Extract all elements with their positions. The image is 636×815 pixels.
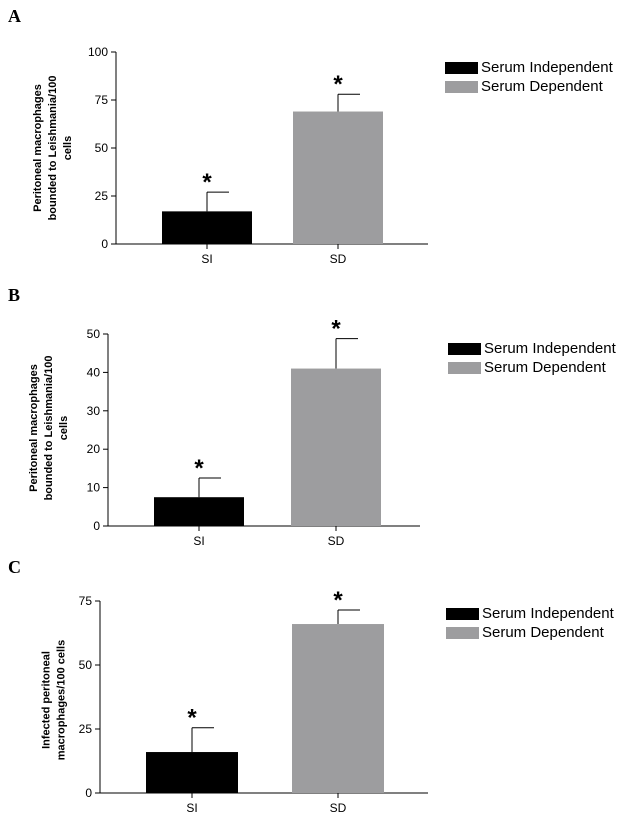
y-axis-label-line: macrophages/100 cells bbox=[56, 640, 68, 760]
y-axis-label-line: Peritoneal macrophages bbox=[28, 364, 40, 492]
y-tick-label: 25 bbox=[79, 722, 93, 736]
significance-asterisk: * bbox=[194, 455, 204, 482]
significance-asterisk: * bbox=[333, 587, 343, 614]
bar bbox=[162, 211, 252, 244]
x-tick-label: SD bbox=[330, 801, 347, 815]
y-axis-label-line: bounded to Leishmania/100 bbox=[43, 356, 55, 501]
legend-swatch bbox=[448, 361, 481, 374]
y-tick-label: 10 bbox=[87, 481, 101, 495]
y-axis-label: Infected peritoneal macrophages/100 cells bbox=[41, 640, 68, 760]
legend-item-serum-independent: Serum Independent bbox=[446, 604, 614, 623]
y-axis-label-line: cells bbox=[62, 136, 74, 160]
legend-label: Serum Dependent bbox=[481, 78, 603, 95]
y-axis-label: Peritoneal macrophages bounded to Leishma… bbox=[28, 356, 70, 501]
legend-item-serum-independent: Serum Independent bbox=[445, 58, 613, 77]
panel-b: B 0 10 20 30 40 50 * SI * SD Peritoneal macrophage… bbox=[8, 285, 616, 548]
bar bbox=[292, 624, 384, 793]
y-tick-label: 50 bbox=[79, 658, 93, 672]
x-tick-label: SI bbox=[186, 801, 197, 815]
legend-swatch bbox=[446, 607, 479, 620]
panel-label: A bbox=[8, 6, 21, 26]
y-tick-label: 30 bbox=[87, 404, 101, 418]
y-tick-label: 50 bbox=[87, 327, 101, 341]
y-axis-label-line: Peritoneal macrophages bbox=[32, 84, 44, 212]
legend-label: Serum Dependent bbox=[484, 359, 606, 376]
bar bbox=[291, 368, 381, 526]
y-axis-label: Peritoneal macrophages bounded to Leishma… bbox=[32, 76, 74, 221]
bar bbox=[293, 111, 383, 245]
bar-chart: 0 25 50 75 100 * SI * SD Peritoneal macrophages bo… bbox=[32, 45, 428, 266]
legend: Serum Independent Serum Dependent bbox=[445, 58, 613, 96]
y-axis-label-line: bounded to Leishmania/100 bbox=[47, 76, 59, 221]
legend-item-serum-dependent: Serum Dependent bbox=[448, 358, 616, 377]
legend-swatch bbox=[448, 342, 481, 355]
legend-item-serum-independent: Serum Independent bbox=[448, 339, 616, 358]
y-tick-label: 0 bbox=[85, 786, 92, 800]
panel-a: A 0 25 50 75 100 * SI * SD Peritoneal macrophages… bbox=[0, 0, 636, 270]
y-axis-label-line: cells bbox=[58, 416, 70, 440]
legend-swatch bbox=[446, 626, 479, 639]
y-tick-label: 100 bbox=[88, 45, 108, 59]
y-tick-label: 0 bbox=[101, 237, 108, 251]
legend-label: Serum Independent bbox=[482, 605, 614, 622]
y-axis-label-line: Infected peritoneal bbox=[41, 651, 53, 749]
y-tick-label: 0 bbox=[93, 519, 100, 533]
panel-label: C bbox=[8, 557, 21, 577]
panel-label: B bbox=[8, 285, 21, 305]
x-tick-label: SI bbox=[193, 534, 204, 548]
legend-label: Serum Independent bbox=[484, 340, 616, 357]
legend-item-serum-dependent: Serum Dependent bbox=[446, 623, 614, 642]
y-tick-label: 40 bbox=[87, 365, 101, 379]
legend-label: Serum Dependent bbox=[482, 624, 604, 641]
bar bbox=[154, 497, 244, 526]
bar-chart: 0 10 20 30 40 50 * SI * SD Peritoneal macrophages b… bbox=[28, 316, 420, 548]
legend-swatch bbox=[445, 61, 478, 74]
x-tick-label: SD bbox=[330, 252, 347, 266]
legend-item-serum-dependent: Serum Dependent bbox=[445, 77, 613, 96]
y-tick-label: 75 bbox=[79, 594, 93, 608]
bar bbox=[146, 752, 238, 793]
x-tick-label: SD bbox=[328, 534, 345, 548]
legend: Serum Independent Serum Dependent bbox=[446, 604, 614, 642]
y-tick-label: 25 bbox=[95, 189, 109, 203]
significance-asterisk: * bbox=[187, 705, 197, 732]
legend-swatch bbox=[445, 80, 478, 93]
legend-label: Serum Independent bbox=[481, 59, 613, 76]
y-tick-label: 20 bbox=[87, 442, 101, 456]
significance-asterisk: * bbox=[202, 169, 212, 196]
legend: Serum Independent Serum Dependent bbox=[448, 339, 616, 377]
significance-asterisk: * bbox=[333, 71, 343, 98]
y-tick-label: 75 bbox=[95, 93, 109, 107]
significance-asterisk: * bbox=[331, 316, 341, 343]
x-tick-label: SI bbox=[201, 252, 212, 266]
y-tick-label: 50 bbox=[95, 141, 109, 155]
